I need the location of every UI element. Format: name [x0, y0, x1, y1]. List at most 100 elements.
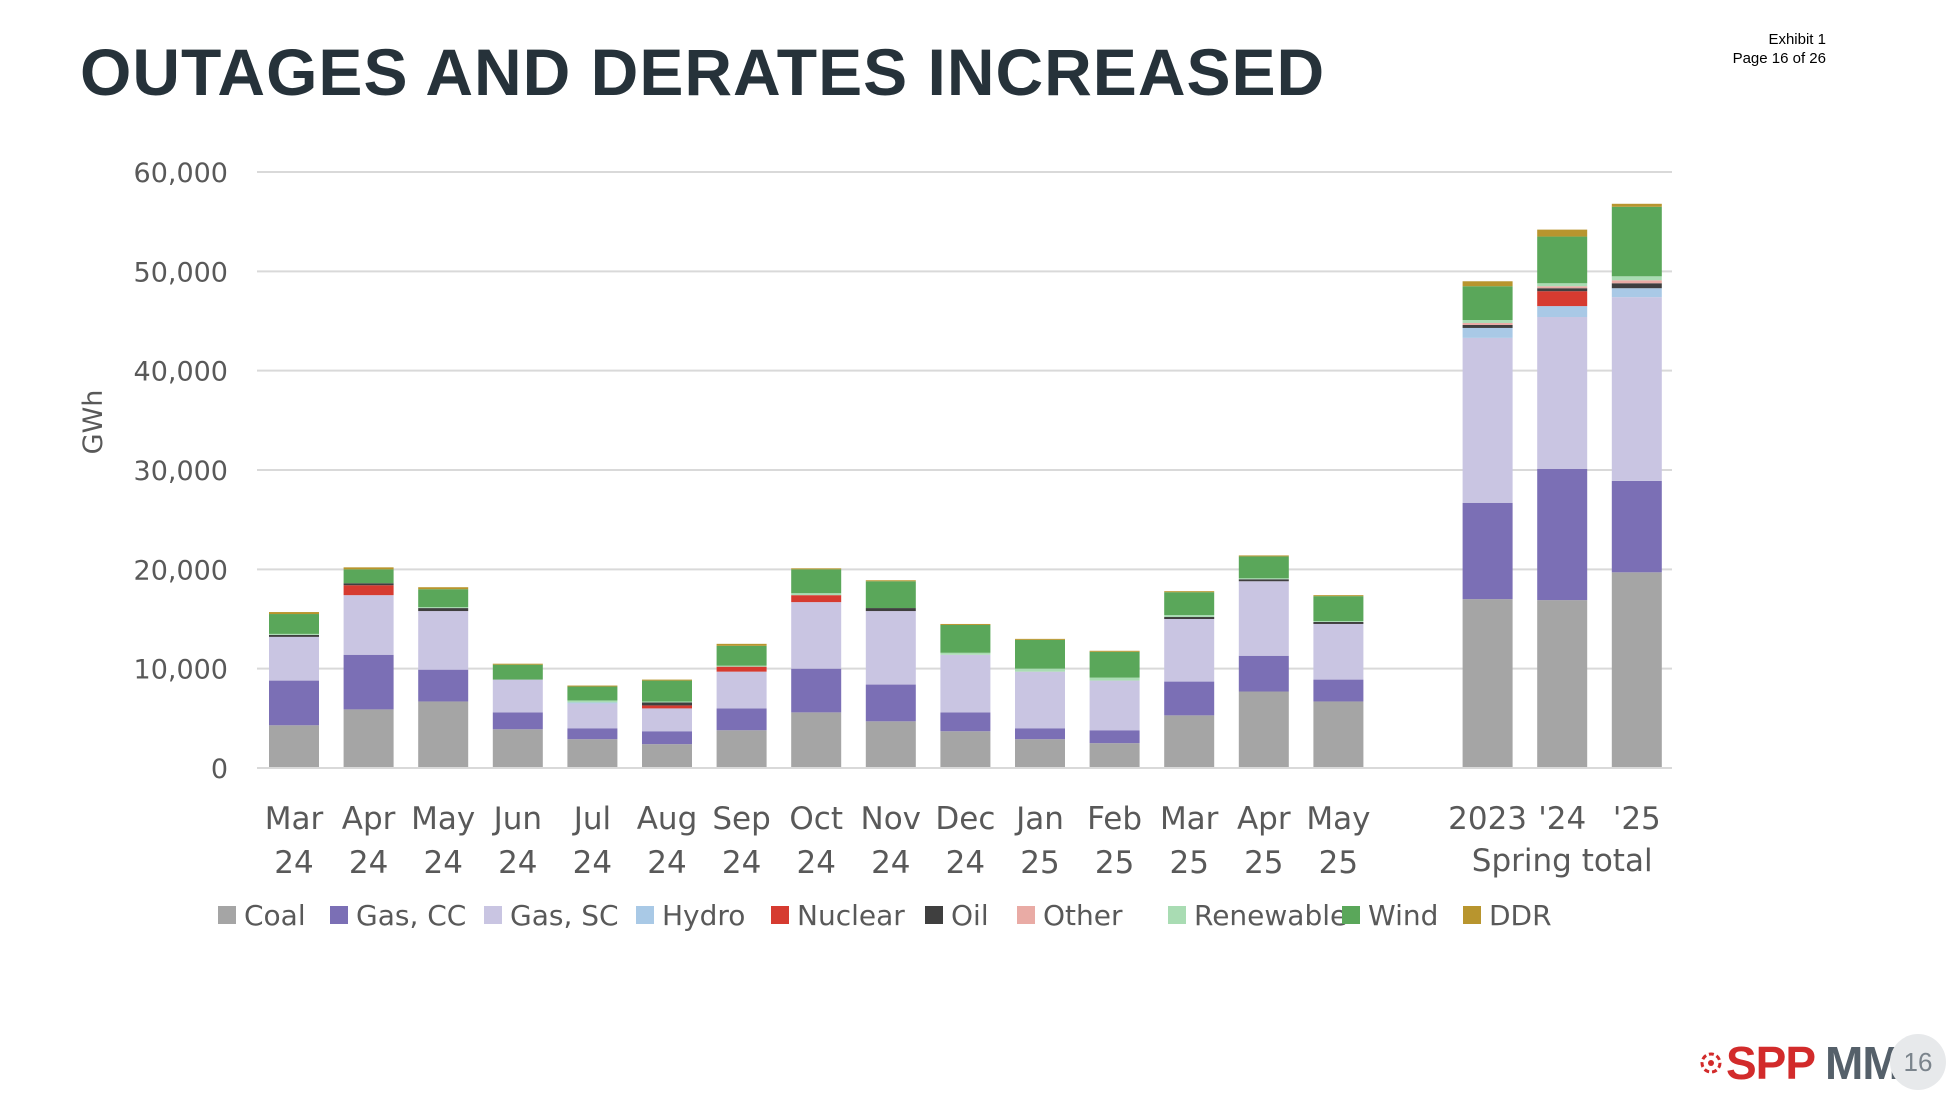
x-tick-label: Dec	[935, 801, 995, 837]
legend-swatch	[1168, 906, 1186, 924]
x-tick-label: Nov	[861, 801, 922, 837]
legend-item: Other	[1017, 899, 1123, 932]
legend-label: Hydro	[662, 899, 745, 932]
exhibit-label: Exhibit 1 Page 16 of 26	[1733, 30, 1826, 68]
x-tick-label: Mar	[265, 801, 324, 837]
bar-segment-ddr	[418, 587, 469, 590]
bar-segment-gas-sc	[1462, 337, 1513, 503]
legend-item: Hydro	[636, 899, 745, 932]
bar-segment-nuclear	[791, 595, 842, 603]
bar-segment-ddr	[1537, 229, 1588, 237]
legend-label: Oil	[951, 899, 989, 932]
bar-segment-wind	[1537, 236, 1588, 284]
x-tick-label: Jun	[492, 801, 542, 837]
legend-swatch	[1342, 906, 1360, 924]
bar-segment-ddr	[1164, 591, 1215, 593]
bar-segment-nuclear	[1537, 291, 1588, 307]
bar-segment-coal	[492, 729, 543, 768]
legend-item: Gas, SC	[484, 899, 619, 932]
bar-segment-oil	[865, 608, 916, 612]
exhibit-number: Exhibit 1	[1768, 31, 1826, 48]
bar-segment-gas-cc	[567, 728, 618, 740]
bar-stack	[1313, 595, 1364, 768]
bar-segment-wind	[1164, 592, 1215, 616]
bar-segment-coal	[1015, 739, 1065, 768]
bar-segment-ddr	[1462, 281, 1513, 287]
bar-stack	[716, 643, 767, 768]
bar-segment-coal	[1313, 701, 1364, 768]
legend-label: Gas, CC	[356, 899, 466, 932]
bar-segment-gas-cc	[418, 669, 469, 702]
bar-segment-renewable	[940, 652, 991, 655]
bar-segment-renewable	[642, 701, 692, 703]
bar-segment-gas-cc	[642, 731, 692, 745]
bar-segment-gas-cc	[1462, 502, 1513, 600]
bar-segment-gas-cc	[865, 684, 916, 722]
bar-segment-renewable	[1313, 620, 1364, 622]
bar-segment-nuclear	[642, 705, 692, 709]
legend-item: Renewable	[1168, 899, 1347, 932]
spp-logo-mark-icon	[1700, 1052, 1722, 1074]
bar-segment-wind	[269, 614, 319, 634]
bar-segment-ddr	[1015, 638, 1065, 640]
bar-segment-gas-sc	[1015, 671, 1065, 729]
bar-segment-gas-sc	[642, 708, 692, 732]
logo-spp-text: SPP	[1726, 1037, 1816, 1089]
legend-item: Oil	[925, 899, 989, 932]
y-axis-ticks: 0 10,000 20,000 30,000 40,000 50,000 60,000	[134, 158, 228, 785]
bar-segment-renewable	[1611, 276, 1662, 281]
bar-segment-renewable	[418, 607, 469, 609]
legend-swatch	[1017, 906, 1035, 924]
bar-segment-other	[1611, 280, 1662, 284]
bar-segment-ddr	[791, 568, 842, 570]
bar-segment-renewable	[1089, 677, 1140, 681]
bar-segment-gas-sc	[269, 636, 319, 681]
bar-segment-hydro	[1537, 306, 1588, 318]
legend-swatch	[1463, 906, 1481, 924]
bar-segment-gas-sc	[1089, 680, 1140, 731]
bar-segment-coal	[940, 731, 991, 768]
bar-segment-wind	[1313, 596, 1364, 621]
bar-segment-renewable	[1537, 283, 1588, 287]
bar-segment-coal	[1089, 743, 1140, 768]
x-tick-label: Jan	[1014, 801, 1064, 837]
x-tick-label: 24	[871, 845, 910, 881]
bar-segment-gas-cc	[1164, 681, 1215, 716]
bar-segment-wind	[343, 569, 394, 584]
legend-label: Wind	[1368, 899, 1438, 932]
x-tick-label: 24	[349, 845, 388, 881]
legend-label: Gas, SC	[510, 899, 619, 932]
bar-segment-gas-sc	[1611, 297, 1662, 481]
bar-stack	[1238, 555, 1289, 768]
x-tick-label: 24	[573, 845, 612, 881]
legend-label: DDR	[1489, 899, 1552, 932]
bar-segment-gas-sc	[791, 602, 842, 669]
legend-swatch	[636, 906, 654, 924]
bar-segment-gas-sc	[418, 611, 469, 670]
bar-segment-gas-cc	[791, 668, 842, 713]
bar-segment-coal	[343, 709, 394, 768]
bar-segment-gas-cc	[716, 708, 767, 731]
bar-segment-renewable	[1164, 615, 1215, 618]
legend-label: Coal	[244, 899, 306, 932]
bar-segment-wind	[1015, 639, 1065, 669]
bar-segment-wind	[791, 569, 842, 594]
bar-segment-gas-cc	[269, 680, 319, 726]
bar-segment-coal	[865, 721, 916, 768]
bar-segment-renewable	[1238, 578, 1289, 580]
x-tick-label: May	[411, 801, 475, 837]
bar-segment-gas-sc	[716, 671, 767, 709]
spring-total-label: Spring total	[1472, 843, 1653, 879]
bar-segment-gas-cc	[940, 712, 991, 732]
y-tick-label: 10,000	[134, 655, 228, 686]
bar-segment-coal	[1238, 691, 1289, 768]
legend-item: Nuclear	[771, 899, 905, 932]
bar-segment-renewable	[269, 633, 319, 635]
bar-segment-hydro	[1462, 327, 1513, 338]
y-tick-label: 0	[211, 754, 228, 785]
bar-segment-coal	[269, 725, 319, 768]
bar-segment-coal	[791, 712, 842, 768]
bar-segment-wind	[1238, 556, 1289, 579]
bar-segment-wind	[492, 664, 543, 680]
